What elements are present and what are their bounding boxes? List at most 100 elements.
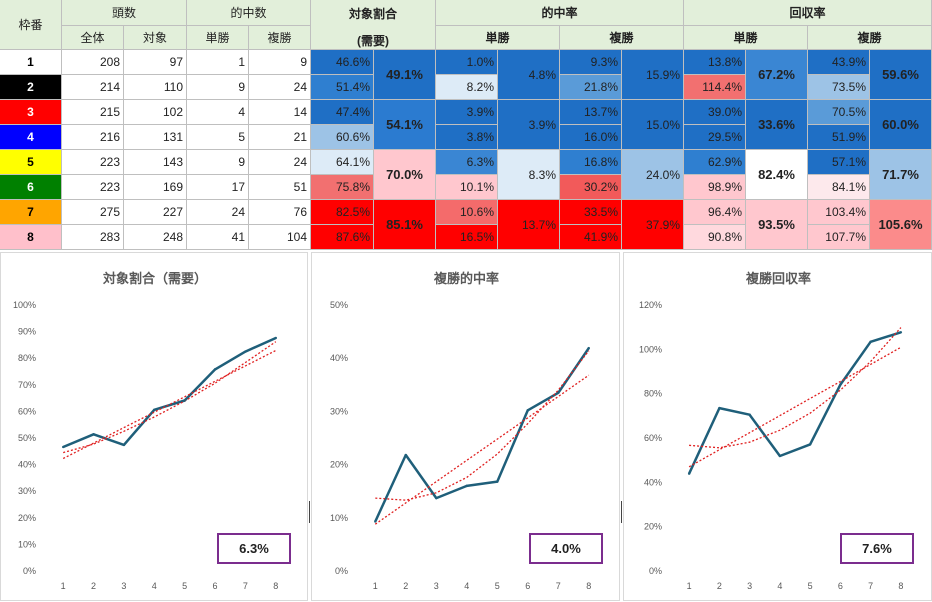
cell-target-ratio: 75.8% — [311, 175, 374, 200]
cell-win-rate: 10.6% — [436, 200, 498, 225]
x-tick-label: 6 — [838, 581, 843, 591]
pair-place-rate: 15.9% — [622, 50, 684, 100]
cell-win-rate: 3.8% — [436, 125, 498, 150]
y-tick-label: 30% — [18, 486, 36, 496]
data-point — [587, 346, 590, 350]
data-point — [718, 406, 721, 410]
header-demand-label: (需要) — [357, 34, 389, 48]
cell-target: 143 — [124, 150, 187, 175]
cell-place-hits: 24 — [249, 150, 311, 175]
y-tick-label: 0% — [335, 566, 348, 576]
x-tick-label: 7 — [868, 581, 873, 591]
header-win-hits: 単勝 — [187, 26, 249, 50]
pair-target-ratio: 85.1% — [374, 200, 436, 250]
x-tick-label: 4 — [152, 581, 157, 591]
cell-win-return: 29.5% — [684, 125, 746, 150]
cell-win-rate: 10.1% — [436, 175, 498, 200]
cell-place-hits: 21 — [249, 125, 311, 150]
y-tick-label: 40% — [330, 353, 348, 363]
y-tick-label: 50% — [330, 300, 348, 310]
y-tick-label: 20% — [18, 513, 36, 523]
trend-badge: 7.6% — [840, 533, 914, 564]
y-tick-label: 20% — [644, 522, 662, 532]
cell-place-return: 103.4% — [808, 200, 870, 225]
y-tick-label: 90% — [18, 327, 36, 337]
x-tick-label: 4 — [464, 581, 469, 591]
data-point — [496, 480, 499, 483]
trend-badge: 4.0% — [529, 533, 603, 564]
cell-target: 169 — [124, 175, 187, 200]
cell-place-rate: 16.0% — [560, 125, 622, 150]
y-tick-label: 10% — [18, 539, 36, 549]
x-tick-label: 8 — [898, 581, 903, 591]
cell-win-hits: 4 — [187, 100, 249, 125]
cell-win-hits: 24 — [187, 200, 249, 225]
x-tick-label: 7 — [556, 581, 561, 591]
y-tick-label: 10% — [330, 513, 348, 523]
cell-target-ratio: 87.6% — [311, 225, 374, 250]
pair-place-return: 60.0% — [870, 100, 932, 150]
data-point — [869, 340, 872, 343]
cell-win-rate: 16.5% — [436, 225, 498, 250]
poly-trendline — [689, 327, 902, 449]
cell-place-hits: 76 — [249, 200, 311, 225]
data-point — [839, 383, 842, 386]
cell-place-rate: 16.8% — [560, 150, 622, 175]
data-point — [122, 443, 126, 447]
pair-win-rate: 8.3% — [498, 150, 560, 200]
cell-place-return: 73.5% — [808, 75, 870, 100]
cell-place-hits: 104 — [249, 225, 311, 250]
x-tick-label: 6 — [525, 581, 530, 591]
pair-win-rate: 4.8% — [498, 50, 560, 100]
y-tick-label: 80% — [644, 389, 662, 399]
data-point — [899, 331, 903, 334]
cell-total: 214 — [62, 75, 124, 100]
chart-title: 複勝的中率 — [433, 271, 499, 286]
cell-win-rate: 1.0% — [436, 50, 498, 75]
header-target-ratio-label: 対象割合 — [348, 7, 397, 21]
cell-place-hits: 14 — [249, 100, 311, 125]
x-tick-label: 2 — [91, 581, 96, 591]
data-point — [274, 336, 278, 340]
poly-trendline — [63, 341, 277, 454]
waku-number: 3 — [0, 100, 62, 125]
line-chart: 複勝回収率 0% 20% 40% 60% 80% 100% 120% 1 2 3 4 5 6 7 8 — [639, 271, 903, 591]
header-win-return: 単勝 — [684, 26, 808, 50]
x-tick-label: 2 — [717, 581, 722, 591]
cell-target: 248 — [124, 225, 187, 250]
x-tick-label: 1 — [373, 581, 378, 591]
cell-win-return: 62.9% — [684, 150, 746, 175]
pair-win-return: 82.4% — [746, 150, 808, 200]
header-hit-count: 的中数 — [187, 0, 311, 26]
y-tick-label: 0% — [23, 566, 36, 576]
chart-panel-place-return-rate: 複勝回収率 0% 20% 40% 60% 80% 100% 120% 1 2 3 4 5 6 7 8 7.6% — [623, 252, 932, 601]
pair-win-return: 93.5% — [746, 200, 808, 250]
cell-place-return: 107.7% — [808, 225, 870, 250]
pair-target-ratio: 70.0% — [374, 150, 436, 200]
pair-place-rate: 37.9% — [622, 200, 684, 250]
cell-win-rate: 3.9% — [436, 100, 498, 125]
chart-panel-target-ratio: 対象割合（需要） 0% 10% 20% 30% 40% 50% 60% 70% 80% 90% 100… — [0, 252, 308, 601]
cell-win-rate: 8.2% — [436, 75, 498, 100]
cell-win-rate: 6.3% — [436, 150, 498, 175]
series-line — [687, 331, 902, 475]
y-tick-label: 120% — [639, 300, 662, 310]
chart-panel-place-hit-rate: 複勝的中率 0% 10% 20% 30% 40% 50% 1 2 3 4 5 6 7 8 4.0% — [311, 252, 620, 601]
x-tick-label: 6 — [213, 581, 218, 591]
chart-title: 対象割合（需要） — [102, 271, 207, 286]
cell-win-return: 96.4% — [684, 200, 746, 225]
data-point — [213, 368, 217, 371]
chart-title: 複勝回収率 — [745, 271, 811, 286]
cell-target-ratio: 47.4% — [311, 100, 374, 125]
cell-target: 227 — [124, 200, 187, 225]
header-all: 全体 — [62, 26, 124, 50]
line-chart: 対象割合（需要） 0% 10% 20% 30% 40% 50% 60% 70% 80% 90% 100… — [13, 271, 278, 591]
y-tick-label: 100% — [639, 344, 662, 354]
cell-win-return: 13.8% — [684, 50, 746, 75]
data-point — [244, 350, 247, 353]
x-tick-label: 3 — [747, 581, 752, 591]
y-tick-label: 0% — [649, 566, 662, 576]
cell-place-hits: 24 — [249, 75, 311, 100]
data-point — [404, 453, 407, 457]
cell-place-return: 70.5% — [808, 100, 870, 125]
